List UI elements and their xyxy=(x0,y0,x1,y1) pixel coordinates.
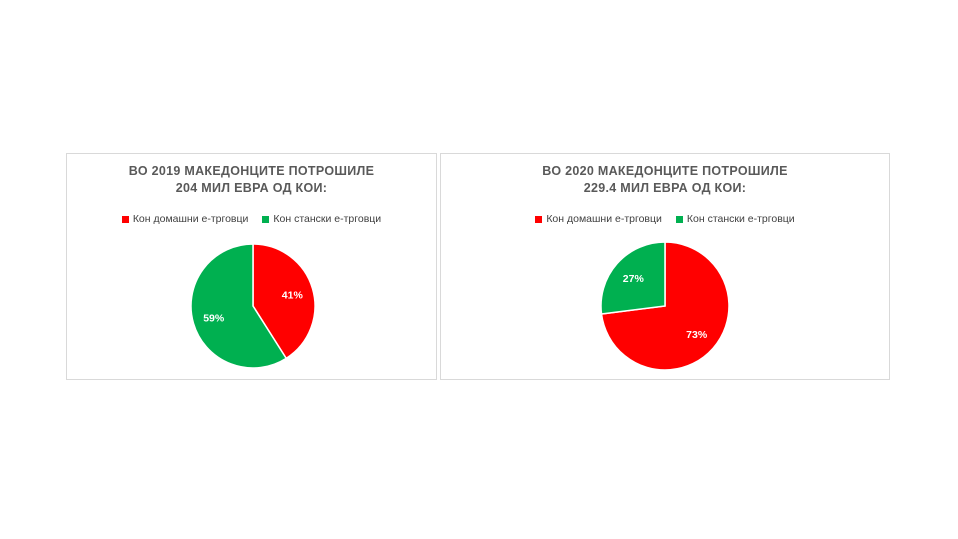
legend-item-foreign: Кон стански е-трговци xyxy=(675,213,795,225)
chart-title: ВО 2019 МАКЕДОНЦИТЕ ПОТРОШИЛЕ 204 МИЛ ЕВ… xyxy=(67,163,436,197)
chart-title-line-2: 204 МИЛ ЕВРА ОД КОИ: xyxy=(175,181,328,195)
data-label-domestic: 73% xyxy=(686,329,708,341)
legend-label-foreign: Кон стански е-трговци xyxy=(686,213,795,225)
legend-swatch-domestic xyxy=(121,215,129,223)
chart-title-line-1: ВО 2020 МАКЕДОНЦИТЕ ПОТРОШИЛЕ xyxy=(542,164,788,178)
legend-label-domestic: Кон домашни е-трговци xyxy=(132,213,249,225)
pie-chart-2020: 73% 27% xyxy=(600,241,730,371)
chart-title-line-2: 229.4 МИЛ ЕВРА ОД КОИ: xyxy=(583,181,747,195)
legend-swatch-foreign xyxy=(262,215,270,223)
chart-legend: Кон домашни е-трговци Кон стански е-трго… xyxy=(67,213,436,225)
legend-swatch-domestic xyxy=(535,215,543,223)
legend-swatch-foreign xyxy=(675,215,683,223)
legend-label-foreign: Кон стански е-трговци xyxy=(273,213,382,225)
legend-label-domestic: Кон домашни е-трговци xyxy=(546,213,662,225)
chart-title: ВО 2020 МАКЕДОНЦИТЕ ПОТРОШИЛЕ 229.4 МИЛ … xyxy=(441,163,889,197)
data-label-foreign: 59% xyxy=(203,312,225,324)
chart-panel-2019: ВО 2019 МАКЕДОНЦИТЕ ПОТРОШИЛЕ 204 МИЛ ЕВ… xyxy=(66,153,437,380)
legend-item-domestic: Кон домашни е-трговци xyxy=(121,213,249,225)
chart-title-line-1: ВО 2019 МАКЕДОНЦИТЕ ПОТРОШИЛЕ xyxy=(128,164,375,178)
chart-legend: Кон домашни е-трговци Кон стански е-трго… xyxy=(441,213,889,225)
legend-item-foreign: Кон стански е-трговци xyxy=(262,213,381,225)
pie-slice-foreign xyxy=(600,241,666,315)
legend-item-domestic: Кон домашни е-трговци xyxy=(535,213,662,225)
data-label-domestic: 41% xyxy=(282,290,304,302)
pie-slice-foreign xyxy=(190,243,288,369)
pie-chart-2019: 41% 59% xyxy=(190,243,316,369)
chart-panel-2020: ВО 2020 МАКЕДОНЦИТЕ ПОТРОШИЛЕ 229.4 МИЛ … xyxy=(440,153,890,380)
data-label-foreign: 27% xyxy=(623,273,645,285)
